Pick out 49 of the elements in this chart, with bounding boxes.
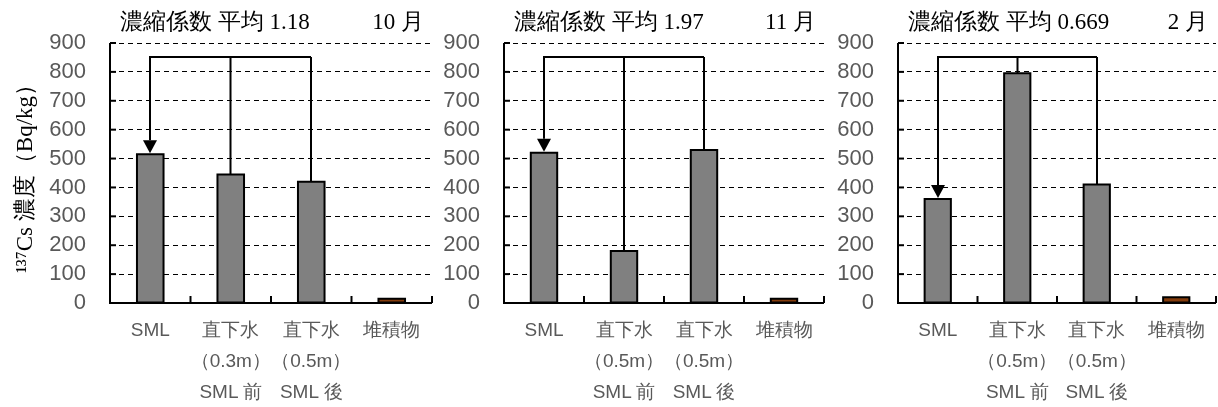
y-tick-label: 600 xyxy=(837,115,874,141)
y-tick-label: 800 xyxy=(443,57,480,83)
y-tick-label: 900 xyxy=(443,29,480,55)
y-axis-title: ¹³⁷Cs 濃度（Bq/kg） xyxy=(11,72,37,274)
x-tick-label: SML xyxy=(130,318,170,340)
y-tick-label: 100 xyxy=(49,260,86,286)
chart-subtitle: 11 月 xyxy=(765,9,816,35)
x-tick-label: SML xyxy=(918,318,958,340)
x-tick-label: 堆積物 xyxy=(754,318,813,340)
x-tick-label: 堆積物 xyxy=(1146,318,1205,340)
y-tick-label: 500 xyxy=(837,144,874,170)
chart-title: 濃縮係数 平均 1.97 xyxy=(514,9,704,35)
x-tick-label: 直下水（0.5m）SML 後 xyxy=(271,318,352,403)
x-tick-label: 直下水（0.5m）SML 後 xyxy=(1056,318,1137,403)
y-tick-label: 200 xyxy=(837,231,874,257)
y-tick-label: 400 xyxy=(443,173,480,199)
x-tick-label: 直下水（0.5m）SML 前 xyxy=(583,318,665,403)
y-tick-label: 500 xyxy=(443,144,480,170)
y-tick-label: 800 xyxy=(837,57,874,83)
y-tick-label: 500 xyxy=(49,144,86,170)
y-tick-label: 400 xyxy=(837,173,874,199)
chart-title: 濃縮係数 平均 0.669 xyxy=(908,9,1110,35)
y-tick-label: 200 xyxy=(49,231,86,257)
x-tick-label: 直下水（0.3m）SML 前 xyxy=(190,318,271,403)
y-tick-label: 100 xyxy=(837,260,874,286)
x-tick-label: 直下水（0.5m）SML 後 xyxy=(663,318,745,403)
y-tick-label: 600 xyxy=(443,115,480,141)
y-tick-label: 700 xyxy=(443,86,480,112)
x-tick-label: 直下水（0.5m）SML 前 xyxy=(977,318,1058,403)
y-tick-label: 100 xyxy=(443,260,480,286)
y-tick-label: 900 xyxy=(49,29,86,55)
y-tick-label: 800 xyxy=(49,57,86,83)
y-tick-label: 0 xyxy=(73,289,86,315)
y-tick-label: 200 xyxy=(443,231,480,257)
x-tick-label: SML xyxy=(524,318,564,340)
chart-subtitle: 2 月 xyxy=(1167,9,1208,35)
y-tick-label: 300 xyxy=(837,202,874,228)
y-tick-label: 700 xyxy=(49,86,86,112)
y-tick-label: 900 xyxy=(837,29,874,55)
chart-title: 濃縮係数 平均 1.18 xyxy=(120,9,310,35)
y-tick-label: 300 xyxy=(443,202,480,228)
chart-subtitle: 10 月 xyxy=(372,9,424,35)
y-tick-label: 300 xyxy=(49,202,86,228)
y-tick-label: 600 xyxy=(49,115,86,141)
y-tick-label: 400 xyxy=(49,173,86,199)
y-tick-label: 700 xyxy=(837,86,874,112)
x-tick-label: 堆積物 xyxy=(362,318,421,340)
y-tick-label: 0 xyxy=(861,289,874,315)
y-tick-label: 0 xyxy=(467,289,480,315)
